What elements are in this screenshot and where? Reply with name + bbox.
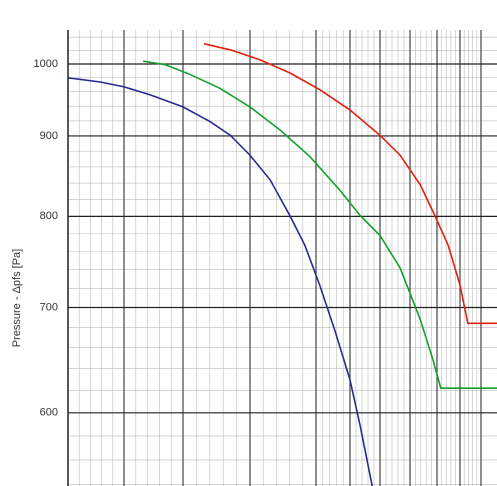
y-tick-label: 1000 [34,58,58,70]
series-line [203,43,497,325]
y-tick-label: 700 [40,301,58,313]
y-axis-label: Pressure - Δpfs [Pa] [11,249,23,347]
series-line [67,77,373,486]
y-tick-label: 900 [40,130,58,142]
y-tick-label: 800 [40,210,58,222]
series-line [142,60,497,389]
y-tick-label: 600 [40,407,58,419]
